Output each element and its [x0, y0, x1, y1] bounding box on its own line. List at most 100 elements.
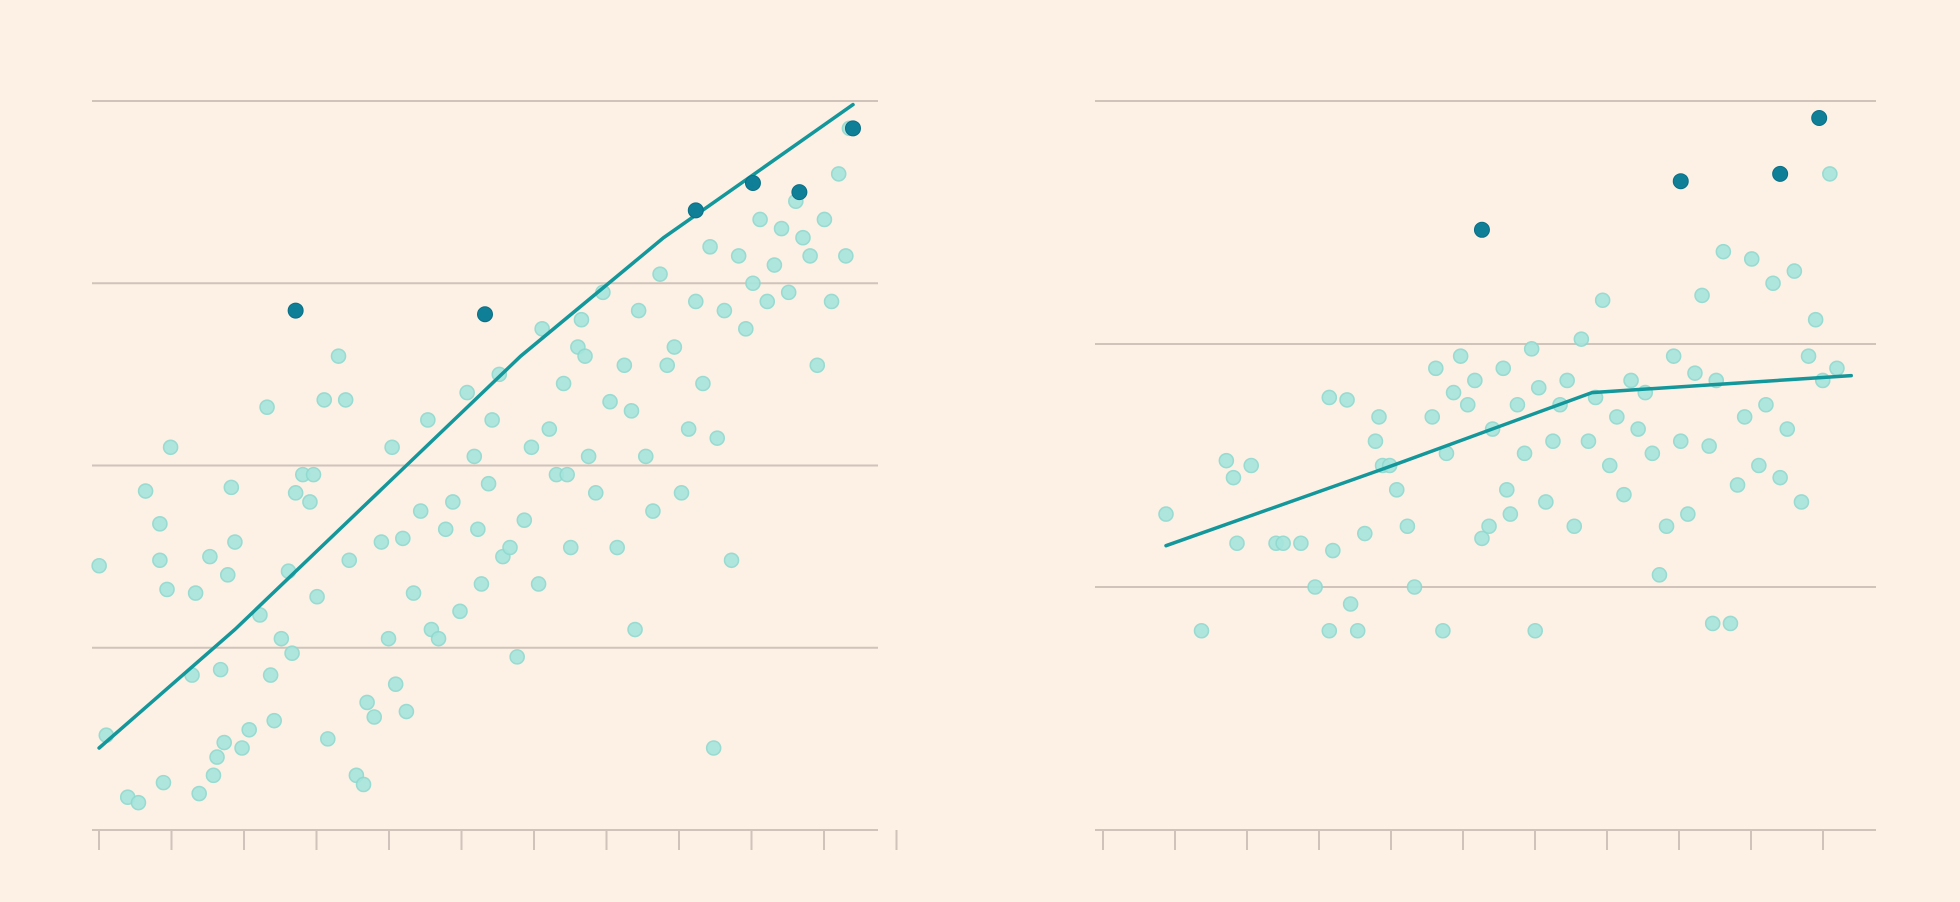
scatter-point [1158, 506, 1174, 522]
highlighted-point [791, 184, 808, 201]
scatter-point [452, 603, 468, 620]
scatter-point [1275, 535, 1291, 552]
scatter-point [1751, 457, 1767, 474]
scatter-point [1367, 433, 1384, 450]
scatter-point [1495, 360, 1512, 377]
scatter-point [1616, 486, 1632, 503]
scatter-point [359, 694, 375, 711]
scatter-point [1349, 622, 1366, 639]
scatter-point [1772, 469, 1788, 486]
scatter-point [645, 503, 661, 519]
scatter-point [1499, 481, 1515, 498]
scatter-point [152, 552, 168, 569]
scatter-point [809, 357, 826, 374]
scatter-point [209, 749, 225, 765]
highlighted-point [1811, 110, 1828, 127]
scatter-point [1566, 518, 1583, 535]
scatter-point [795, 229, 811, 246]
scatter-point [384, 439, 400, 456]
scatter-point [466, 448, 483, 465]
scatter-point [1623, 372, 1639, 389]
scatter-point [1342, 596, 1359, 612]
scatter-point [316, 392, 333, 408]
scatter-point [577, 348, 593, 364]
scatter-point [380, 630, 397, 647]
scatter-point [223, 479, 240, 496]
scatter-point [241, 721, 257, 738]
scatter-point [1321, 622, 1338, 639]
scatter-point [395, 530, 411, 547]
scatter-point [1406, 579, 1423, 595]
scatter-point [1459, 396, 1476, 413]
scatter-point [555, 375, 572, 392]
scatter-point [1715, 243, 1732, 260]
scatter-point [616, 357, 633, 374]
scatter-point [459, 384, 475, 401]
scatter-point [1559, 372, 1575, 389]
scatter-point [484, 412, 500, 428]
scatter-point [716, 302, 733, 319]
scatter-point [659, 357, 676, 374]
scatter-point [330, 348, 347, 364]
scatter-point [1779, 421, 1796, 437]
scatter-point [212, 661, 229, 678]
scatter-point [609, 539, 625, 556]
scatter-point [573, 311, 590, 328]
scatter-point [673, 485, 690, 501]
scatter-point [627, 621, 643, 638]
scatter-point [420, 412, 436, 428]
scatter-point [470, 521, 486, 538]
scatter-point [137, 483, 154, 499]
scatter-point [1481, 518, 1497, 535]
scatter-point [202, 548, 218, 565]
scatter-point [1694, 287, 1710, 304]
scatter-point [1807, 311, 1824, 328]
scatter-point [1530, 379, 1547, 396]
trend-line [1164, 373, 1853, 548]
scatter-point [1687, 365, 1703, 381]
scatter-point [1321, 389, 1338, 406]
scatter-point [152, 516, 168, 532]
scatter-point [709, 430, 726, 446]
scatter-point [287, 485, 304, 501]
scatter-point [1293, 535, 1309, 552]
scatter-point [541, 421, 558, 437]
scatter-point [702, 239, 718, 255]
scatter-point [766, 257, 783, 273]
scatter-point [1545, 433, 1561, 450]
scatter-point [1435, 622, 1451, 639]
scatter-point [1452, 348, 1469, 364]
scatter-point [1399, 518, 1416, 535]
scatter-point [759, 293, 776, 310]
scatter-point [1829, 360, 1845, 377]
scatter-point [738, 321, 754, 337]
scatter-point [155, 774, 172, 791]
scatter-point [430, 630, 447, 647]
highlighted-point [1672, 173, 1689, 190]
scatter-point [534, 321, 550, 337]
scatter-point [780, 284, 797, 301]
scatter-point [480, 475, 497, 492]
scatter-point [309, 588, 325, 605]
scatter-point [1800, 348, 1817, 364]
scatter-point [523, 439, 540, 456]
scatter-point [587, 485, 604, 501]
scatter-point [1509, 396, 1526, 413]
scatter-point [1630, 421, 1646, 437]
scatter-point [630, 302, 647, 319]
scatter-point [680, 421, 697, 437]
scatter-point [1793, 494, 1810, 510]
scatter-point [262, 667, 279, 683]
scatter-point [1339, 392, 1355, 408]
scatter-point [516, 512, 533, 528]
scatter-point [1229, 535, 1245, 552]
scatter-point [602, 393, 618, 410]
scatter-point [1729, 477, 1746, 493]
scatter-point [355, 776, 372, 793]
scatter-point [341, 552, 358, 569]
scatter-point [1704, 615, 1721, 632]
scatter-point [559, 466, 575, 483]
scatter-point [637, 448, 654, 465]
highlighted-point [1473, 221, 1490, 238]
